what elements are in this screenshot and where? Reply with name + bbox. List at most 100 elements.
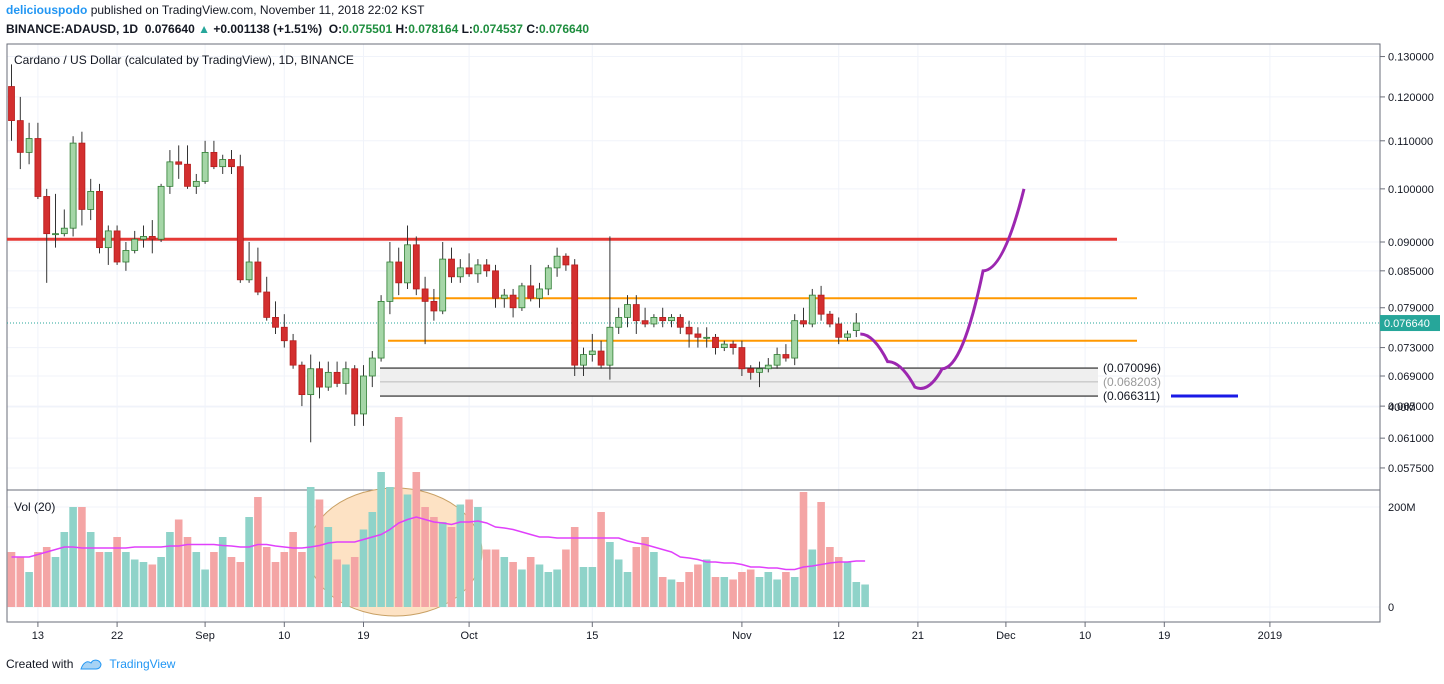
- tradingview-link[interactable]: TradingView: [109, 657, 176, 671]
- volume-bar: [650, 552, 658, 607]
- candle-body: [351, 368, 359, 415]
- candle-body: [492, 270, 499, 299]
- candle-body: [624, 304, 631, 318]
- volume-bar: [826, 547, 834, 607]
- volume-bar: [315, 499, 324, 607]
- up-arrow-icon: ▲: [198, 22, 210, 36]
- volume-bar: [500, 557, 509, 607]
- candle-body: [184, 163, 191, 187]
- author-link[interactable]: deliciouspodo: [6, 3, 88, 17]
- chart-title: Cardano / US Dollar (calculated by Tradi…: [14, 53, 354, 67]
- volume-bar: [676, 582, 685, 607]
- volume-bar: [447, 527, 456, 607]
- volume-bar: [394, 417, 403, 607]
- volume-bar: [491, 549, 500, 607]
- candle-body: [368, 357, 376, 377]
- candle-body: [69, 142, 77, 229]
- candle-body: [166, 161, 174, 187]
- candle-body: [421, 288, 429, 302]
- candles: [8, 64, 860, 443]
- open-label: O:: [328, 22, 343, 36]
- candle-body: [43, 196, 51, 235]
- volume-bar: [694, 564, 702, 607]
- candle-body: [791, 320, 799, 359]
- volume-bar: [843, 562, 852, 607]
- price-tick-label: 0.079000: [1388, 303, 1434, 315]
- volume-bar: [509, 562, 517, 607]
- candle-body: [650, 317, 658, 325]
- volume-bar: [606, 542, 614, 607]
- volume-bar: [790, 577, 799, 607]
- tradingview-logo-icon: [80, 659, 102, 670]
- volume-bar: [280, 552, 289, 607]
- candle-body: [8, 86, 15, 121]
- candle-body: [298, 364, 306, 396]
- volume-bar: [720, 577, 729, 607]
- volume-bar: [544, 572, 553, 607]
- volume-bar: [782, 572, 790, 607]
- price-tick-label: 0.110000: [1388, 136, 1433, 148]
- volume-bar: [262, 547, 271, 607]
- volume-bars: [7, 417, 869, 607]
- candle-body: [808, 294, 816, 325]
- volume-bar: [729, 579, 737, 607]
- volume-bar: [25, 572, 33, 607]
- volume-bar: [421, 507, 429, 607]
- symbol-name: BINANCE:ADAUSD, 1D: [6, 22, 139, 36]
- volume-bar: [588, 567, 597, 607]
- volume-bar: [738, 572, 746, 607]
- volume-bar: [834, 557, 843, 607]
- volume-bar: [298, 552, 306, 607]
- price-axis: 0.130000 0.120000 0.110000 0.100000 0.090000…: [1380, 52, 1440, 614]
- volume-bar: [430, 517, 438, 607]
- candle-body: [34, 138, 42, 197]
- volume-bar: [746, 569, 755, 607]
- candle-body: [483, 264, 491, 272]
- candle-body: [377, 301, 385, 359]
- candle-body: [192, 180, 200, 187]
- symbol-line: BINANCE:ADAUSD, 1D 0.076640 ▲ +0.001138 …: [6, 22, 589, 36]
- candle-body: [544, 267, 552, 290]
- candle-body: [474, 264, 482, 275]
- volume-bar: [122, 552, 130, 607]
- time-tick-label: Dec: [996, 630, 1016, 642]
- volume-bar: [562, 549, 570, 607]
- volume-bar: [518, 569, 526, 607]
- candle-body: [615, 317, 623, 328]
- volume-bar: [412, 472, 421, 607]
- volume-bar: [465, 499, 473, 607]
- candle-body: [694, 333, 702, 338]
- volume-bar: [632, 547, 641, 607]
- volume-bar: [218, 537, 227, 607]
- candle-body: [439, 258, 447, 312]
- volume-bar: [535, 564, 544, 607]
- time-tick-label: 10: [1079, 630, 1091, 642]
- candle-body: [263, 291, 271, 318]
- time-tick-label: 12: [833, 630, 845, 642]
- candle-body: [342, 368, 350, 384]
- volume-bar: [236, 562, 245, 607]
- volume-bar: [614, 559, 623, 607]
- candle-body: [509, 294, 517, 309]
- volume-bar: [386, 487, 394, 607]
- last-price-badge: [1380, 315, 1440, 332]
- projection: [860, 188, 1026, 390]
- candle-body: [412, 244, 420, 290]
- time-tick-label: 13: [32, 630, 44, 642]
- candle-body: [800, 320, 807, 325]
- volume-bar: [183, 537, 192, 607]
- price-tick-label: 0.085000: [1388, 266, 1434, 278]
- time-tick-label: Sep: [195, 630, 215, 642]
- candle-body: [826, 313, 834, 325]
- volume-bar: [324, 527, 333, 607]
- candle-body: [316, 368, 323, 388]
- time-tick-label: 15: [586, 630, 598, 642]
- candle-body: [685, 326, 693, 335]
- candle-body: [571, 264, 579, 366]
- volume-bar: [438, 522, 447, 607]
- volume-bar: [553, 569, 561, 607]
- volume-bar: [817, 502, 825, 607]
- volume-bar: [130, 559, 139, 607]
- candle-body: [659, 317, 667, 322]
